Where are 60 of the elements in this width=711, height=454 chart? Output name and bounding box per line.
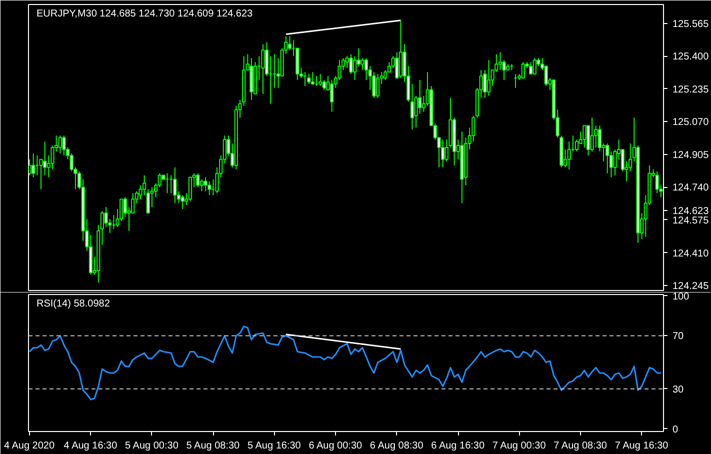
x-tick-label: 5 Aug 00:30 xyxy=(125,440,179,452)
candlestick xyxy=(384,70,388,80)
candlestick xyxy=(173,166,177,204)
x-tick-label: 5 Aug 16:30 xyxy=(247,440,302,452)
y-tick-label: 125.235 xyxy=(672,84,710,96)
candlestick xyxy=(208,180,212,196)
candlestick xyxy=(318,74,322,86)
y-tick-label: 0 xyxy=(672,424,678,436)
x-tick-label: 7 Aug 00:30 xyxy=(492,440,546,452)
y-tick-label: 124.623 xyxy=(672,206,710,217)
candlestick xyxy=(655,170,659,194)
candlestick xyxy=(418,79,422,114)
x-tick-label: 7 Aug 16:30 xyxy=(614,440,669,452)
candlestick xyxy=(180,194,184,210)
x-tick-label: 4 Aug 2020 xyxy=(4,440,55,452)
x-tick-label: 6 Aug 00:30 xyxy=(308,440,363,452)
candlestick xyxy=(590,117,594,152)
candlestick xyxy=(582,125,586,148)
candlestick xyxy=(32,152,36,178)
candlestick xyxy=(521,62,525,78)
x-tick-label: 5 Aug 08:30 xyxy=(186,440,240,452)
y-tick-label: 125.565 xyxy=(672,18,710,30)
candlestick xyxy=(574,139,579,152)
candlestick xyxy=(532,58,536,75)
y-tick-label: 124.740 xyxy=(672,182,710,194)
candlestick xyxy=(310,72,315,84)
candlestick xyxy=(261,44,265,94)
chart-title: EURJPY,M30 124.685 124.730 124.609 124.623 xyxy=(36,8,254,20)
chart-title: RSI(14) 58.0982 xyxy=(36,298,110,310)
candlestick xyxy=(58,135,62,154)
x-tick-label: 7 Aug 08:30 xyxy=(554,440,608,452)
y-tick-label: 125.400 xyxy=(672,52,710,63)
candlestick xyxy=(196,172,200,188)
candlestick xyxy=(330,79,334,112)
candlestick xyxy=(62,135,66,156)
y-tick-label: 124.905 xyxy=(672,150,710,161)
candlestick xyxy=(204,176,208,192)
candlestick xyxy=(486,60,491,96)
y-tick-label: 124.410 xyxy=(672,248,710,260)
x-tick-label: 6 Aug 16:30 xyxy=(431,440,485,452)
candlestick xyxy=(606,143,610,174)
x-tick-label: 4 Aug 16:30 xyxy=(64,440,118,452)
candlestick xyxy=(345,56,349,69)
candlestick xyxy=(498,52,502,71)
y-tick-label: 30 xyxy=(672,384,684,396)
candlestick xyxy=(441,139,445,168)
x-tick-label: 6 Aug 08:30 xyxy=(370,440,424,452)
line-series xyxy=(28,326,662,400)
candlestick xyxy=(188,176,192,202)
candlestick xyxy=(200,178,204,192)
candlestick xyxy=(307,74,311,84)
candlestick xyxy=(360,58,364,71)
y-tick-label: 125.070 xyxy=(672,117,710,128)
y-tick-label: 124.245 xyxy=(672,281,710,292)
y-tick-label: 124.575 xyxy=(672,215,710,226)
y-tick-label: 70 xyxy=(672,331,684,342)
candlestick xyxy=(398,20,403,78)
candlestick xyxy=(376,74,380,98)
y-tick-label: 100 xyxy=(672,292,690,302)
candlestick xyxy=(529,62,533,75)
